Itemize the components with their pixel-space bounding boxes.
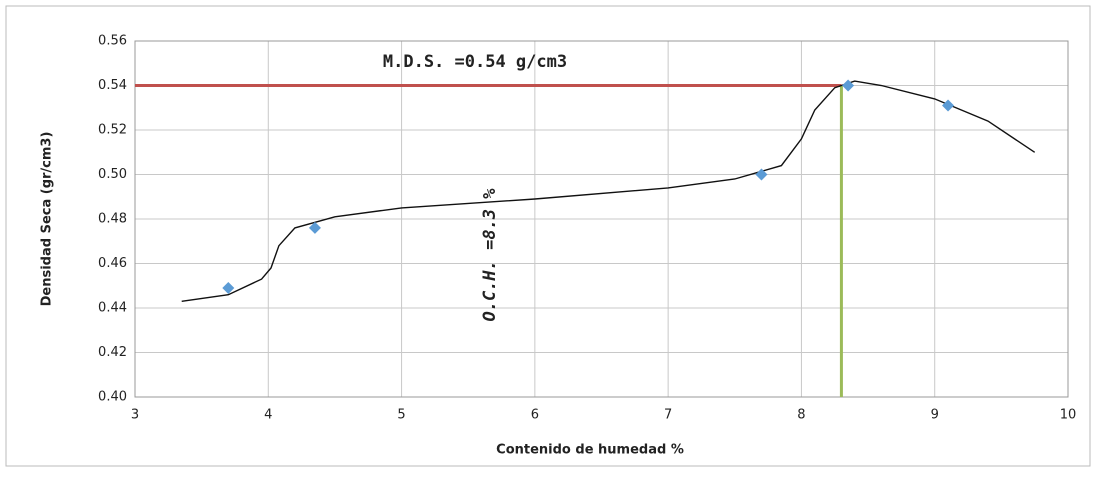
x-tick-label: 3	[131, 408, 139, 423]
data-point	[842, 79, 855, 92]
y-tick-label: 0.42	[98, 345, 127, 360]
x-tick-label: 5	[397, 408, 405, 423]
fit-curve	[181, 80, 1036, 302]
x-tick-label: 9	[931, 408, 939, 423]
y-tick-label: 0.40	[98, 390, 127, 405]
x-tick-label: 8	[797, 408, 805, 423]
annotation: M.D.S. =0.54 g/cm3	[383, 52, 567, 72]
data-point	[222, 281, 235, 294]
y-tick-label: 0.56	[98, 34, 127, 49]
plot-border	[134, 40, 1069, 398]
data-point	[942, 99, 955, 112]
y-tick-label: 0.52	[98, 123, 127, 138]
x-tick-label: 7	[664, 408, 672, 423]
x-axis-label: Contenido de humedad %	[496, 443, 684, 458]
chart-frame	[5, 5, 1091, 467]
x-tick-label: 6	[531, 408, 539, 423]
y-tick-label: 0.46	[98, 256, 127, 271]
annotation: O.C.H. =8.3 %	[480, 188, 500, 322]
x-tick-label: 10	[1060, 408, 1077, 423]
y-axis-label: Densidad Seca (gr/cm3)	[40, 132, 55, 307]
x-tick-label: 4	[264, 408, 272, 423]
y-tick-label: 0.44	[98, 301, 127, 316]
y-tick-label: 0.48	[98, 212, 127, 227]
y-tick-label: 0.54	[98, 78, 127, 93]
y-tick-label: 0.50	[98, 167, 127, 182]
data-point	[755, 168, 768, 181]
data-point	[308, 221, 321, 234]
